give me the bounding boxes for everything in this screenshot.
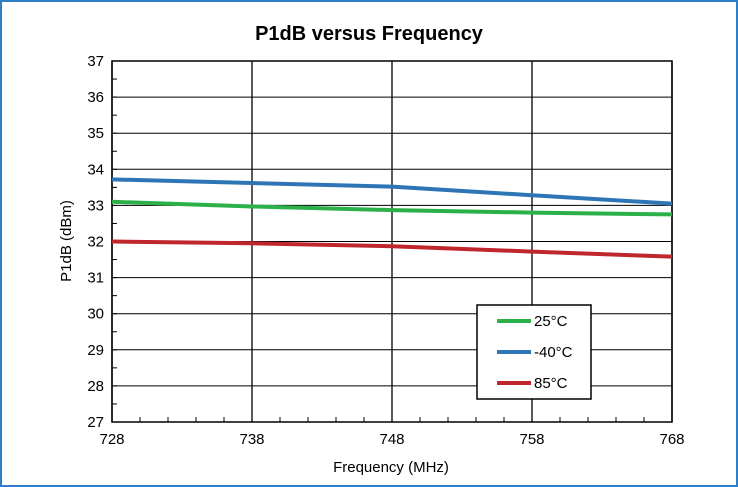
y-axis-ticks: 27 28 29 30 31 32 33 34 35 36 37 [87,53,104,431]
legend-box [476,304,592,400]
y-tick-label: 28 [87,378,104,395]
y-axis-label: P1dB (dBm) [58,200,75,282]
x-tick-label: 748 [379,431,404,448]
x-tick-label: 728 [99,431,124,448]
chart-title: P1dB versus Frequency [255,23,484,45]
y-tick-label: 37 [87,53,104,70]
legend: 25°C -40°C 85°C [476,304,592,400]
legend-label: -40°C [534,344,573,361]
x-tick-label: 738 [239,431,264,448]
y-tick-label: 32 [87,234,104,251]
y-tick-label: 36 [87,89,104,106]
x-axis-label: Frequency (MHz) [333,459,449,476]
y-tick-label: 29 [87,342,104,359]
legend-label: 85°C [534,375,568,392]
series-line [111,199,673,217]
y-tick-label: 33 [87,197,104,214]
series-line [111,239,673,259]
x-axis-ticks: 728 738 748 758 768 [99,431,684,448]
y-tick-label: 30 [87,306,104,323]
y-tick-label: 35 [87,125,104,142]
y-tick-label: 34 [87,161,104,178]
x-tick-label: 768 [659,431,684,448]
y-tick-label: 31 [87,270,104,287]
legend-label: 25°C [534,313,568,330]
y-tick-label: 27 [87,414,104,431]
series-lines [111,177,673,259]
series-line [111,177,673,206]
x-tick-label: 758 [519,431,544,448]
